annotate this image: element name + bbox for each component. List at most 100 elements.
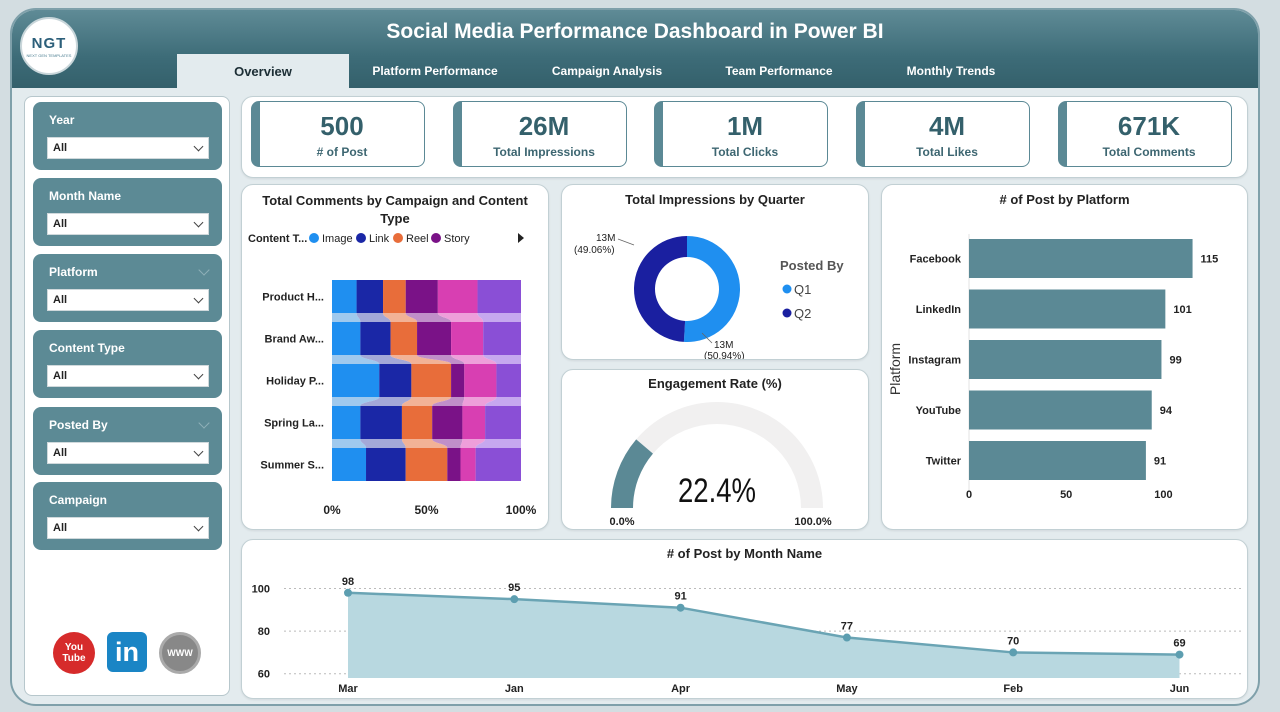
legend-marker-q1 bbox=[782, 284, 792, 294]
ribbon-connector bbox=[475, 439, 521, 448]
dropdown-value: All bbox=[53, 447, 68, 459]
x-tick-label: Feb bbox=[1003, 683, 1023, 695]
content-type-dropdown[interactable]: All bbox=[47, 365, 209, 387]
kpi-card-impressions[interactable]: 26M Total Impressions bbox=[453, 101, 627, 167]
kpi-card-likes[interactable]: 4M Total Likes bbox=[856, 101, 1030, 167]
gauge-min-label: 0.0% bbox=[609, 516, 634, 528]
data-label: 77 bbox=[841, 621, 853, 633]
dashboard-frame: NGT NEXT GEN TEMPLATES Social Media Perf… bbox=[10, 8, 1260, 706]
kpi-label: Total Clicks bbox=[711, 145, 779, 159]
collapse-chevron-icon[interactable] bbox=[198, 264, 210, 276]
ribbon-connector bbox=[483, 355, 521, 364]
tab-campaign-analysis[interactable]: Campaign Analysis bbox=[551, 64, 663, 78]
tab-monthly-trends[interactable]: Monthly Trends bbox=[906, 64, 996, 78]
data-label: 99 bbox=[1169, 355, 1181, 367]
ribbon-connector bbox=[360, 439, 406, 448]
series-line bbox=[347, 591, 1180, 656]
header-bar: NGT NEXT GEN TEMPLATES Social Media Perf… bbox=[12, 10, 1258, 88]
slicer-label: Month Name bbox=[49, 189, 121, 203]
category-label: Twitter bbox=[926, 456, 962, 468]
legend-label-q2: Q2 bbox=[794, 306, 811, 321]
data-label-value: 13M bbox=[714, 340, 733, 351]
ribbon-segment bbox=[405, 280, 438, 313]
tab-team-performance[interactable]: Team Performance bbox=[725, 64, 833, 78]
ribbon-connector bbox=[332, 439, 367, 448]
category-label: LinkedIn bbox=[916, 304, 962, 316]
gauge-max-label: 100.0% bbox=[794, 516, 832, 528]
tab-platform-performance[interactable]: Platform Performance bbox=[372, 64, 498, 78]
donut-slice-q1 bbox=[683, 236, 740, 342]
ribbon-connector bbox=[477, 313, 521, 322]
tab-overview[interactable]: Overview bbox=[177, 54, 349, 88]
legend-marker-image bbox=[309, 233, 319, 243]
data-point bbox=[676, 603, 685, 612]
chart-title: Engagement Rate (%) bbox=[648, 376, 782, 391]
page-tabs: Overview Platform Performance Campaign A… bbox=[177, 54, 1037, 88]
posted-by-dropdown[interactable]: All bbox=[47, 442, 209, 464]
engagement-rate-card[interactable]: Engagement Rate (%) 22.4% 0.0% 100.0% bbox=[561, 369, 869, 530]
donut-slice-q2 bbox=[633, 236, 687, 342]
ribbon-segment bbox=[360, 406, 402, 439]
category-label: Spring La... bbox=[264, 418, 324, 430]
data-point bbox=[1009, 648, 1018, 657]
ribbon-segment bbox=[379, 364, 412, 397]
chart-title: # of Post by Month Name bbox=[666, 546, 823, 561]
kpi-card-clicks[interactable]: 1M Total Clicks bbox=[654, 101, 828, 167]
ribbon-connector bbox=[332, 355, 380, 364]
ribbon-connector bbox=[332, 397, 380, 406]
ribbon-connector bbox=[383, 313, 418, 322]
x-tick-label: 50% bbox=[414, 503, 438, 517]
x-tick-label: Jun bbox=[1170, 683, 1190, 695]
kpi-value: 671K bbox=[1117, 111, 1181, 141]
legend-label-image: Image bbox=[322, 233, 353, 245]
slicer-content-type: Content Type All bbox=[33, 330, 222, 398]
legend-label-reel: Reel bbox=[406, 233, 429, 245]
chart-title: Total Comments by Campaign and Content T… bbox=[262, 193, 528, 226]
kpi-card-posts[interactable]: 500 # of Post bbox=[251, 101, 425, 167]
ribbon-segment bbox=[432, 406, 463, 439]
category-label: YouTube bbox=[916, 405, 961, 417]
ribbon-connector bbox=[390, 355, 452, 364]
chevron-down-icon bbox=[193, 446, 204, 457]
kpi-card-comments[interactable]: 671K Total Comments bbox=[1058, 101, 1232, 167]
posts-by-month-card[interactable]: # of Post by Month Name 100 80 60 98 Mar 95 Ja… bbox=[241, 539, 1248, 699]
filter-sidebar: Year All Month Name All Platform All Con… bbox=[24, 96, 230, 696]
kpi-label: Total Likes bbox=[916, 145, 978, 159]
year-dropdown[interactable]: All bbox=[47, 137, 209, 159]
category-label: Facebook bbox=[910, 254, 962, 266]
youtube-icon[interactable]: You Tube bbox=[53, 632, 95, 674]
logo-text: NGT bbox=[31, 34, 67, 52]
kpi-value: 4M bbox=[928, 111, 966, 141]
y-tick-label: 100 bbox=[252, 584, 270, 596]
platform-dropdown[interactable]: All bbox=[47, 289, 209, 311]
slicer-label: Year bbox=[49, 113, 75, 127]
linkedin-icon[interactable]: in bbox=[107, 632, 147, 672]
collapse-chevron-icon[interactable] bbox=[198, 417, 210, 429]
kpi-strip: 500 # of Post 26M Total Impressions 1M T… bbox=[241, 96, 1248, 178]
impressions-by-quarter-card[interactable]: Total Impressions by Quarter 13M (50.94%)… bbox=[561, 184, 869, 360]
dropdown-value: All bbox=[53, 218, 68, 230]
ribbon-segment bbox=[462, 406, 486, 439]
ribbon-segment bbox=[390, 322, 418, 355]
slicer-campaign: Campaign All bbox=[33, 482, 222, 550]
gauge-chart: 22.4% 0.0% 100.0% bbox=[609, 402, 832, 528]
posts-by-platform-card[interactable]: # of Post by Platform Facebook 115 LinkedI… bbox=[881, 184, 1248, 530]
category-label: Product H... bbox=[262, 292, 324, 304]
kpi-value: 500 bbox=[320, 111, 364, 141]
dropdown-value: All bbox=[53, 294, 68, 306]
website-globe-icon[interactable]: WWW bbox=[159, 632, 201, 674]
comments-by-campaign-card[interactable]: Total Comments by Campaign and Content T… bbox=[241, 184, 549, 530]
ribbon-connector bbox=[462, 397, 497, 406]
data-label: 70 bbox=[1007, 635, 1019, 647]
campaign-dropdown[interactable]: All bbox=[47, 517, 209, 539]
month-name-dropdown[interactable]: All bbox=[47, 213, 209, 235]
x-tick-label: 0% bbox=[323, 503, 341, 517]
y-axis-title: Platform bbox=[887, 343, 903, 395]
chart-title: Total Impressions by Quarter bbox=[625, 192, 805, 207]
ribbon-segment bbox=[332, 364, 380, 397]
chevron-down-icon bbox=[193, 293, 204, 304]
bar-youtube bbox=[969, 390, 1152, 430]
ribbon-segment bbox=[417, 322, 452, 355]
ribbon-segment bbox=[477, 280, 521, 313]
dropdown-value: All bbox=[53, 370, 68, 382]
